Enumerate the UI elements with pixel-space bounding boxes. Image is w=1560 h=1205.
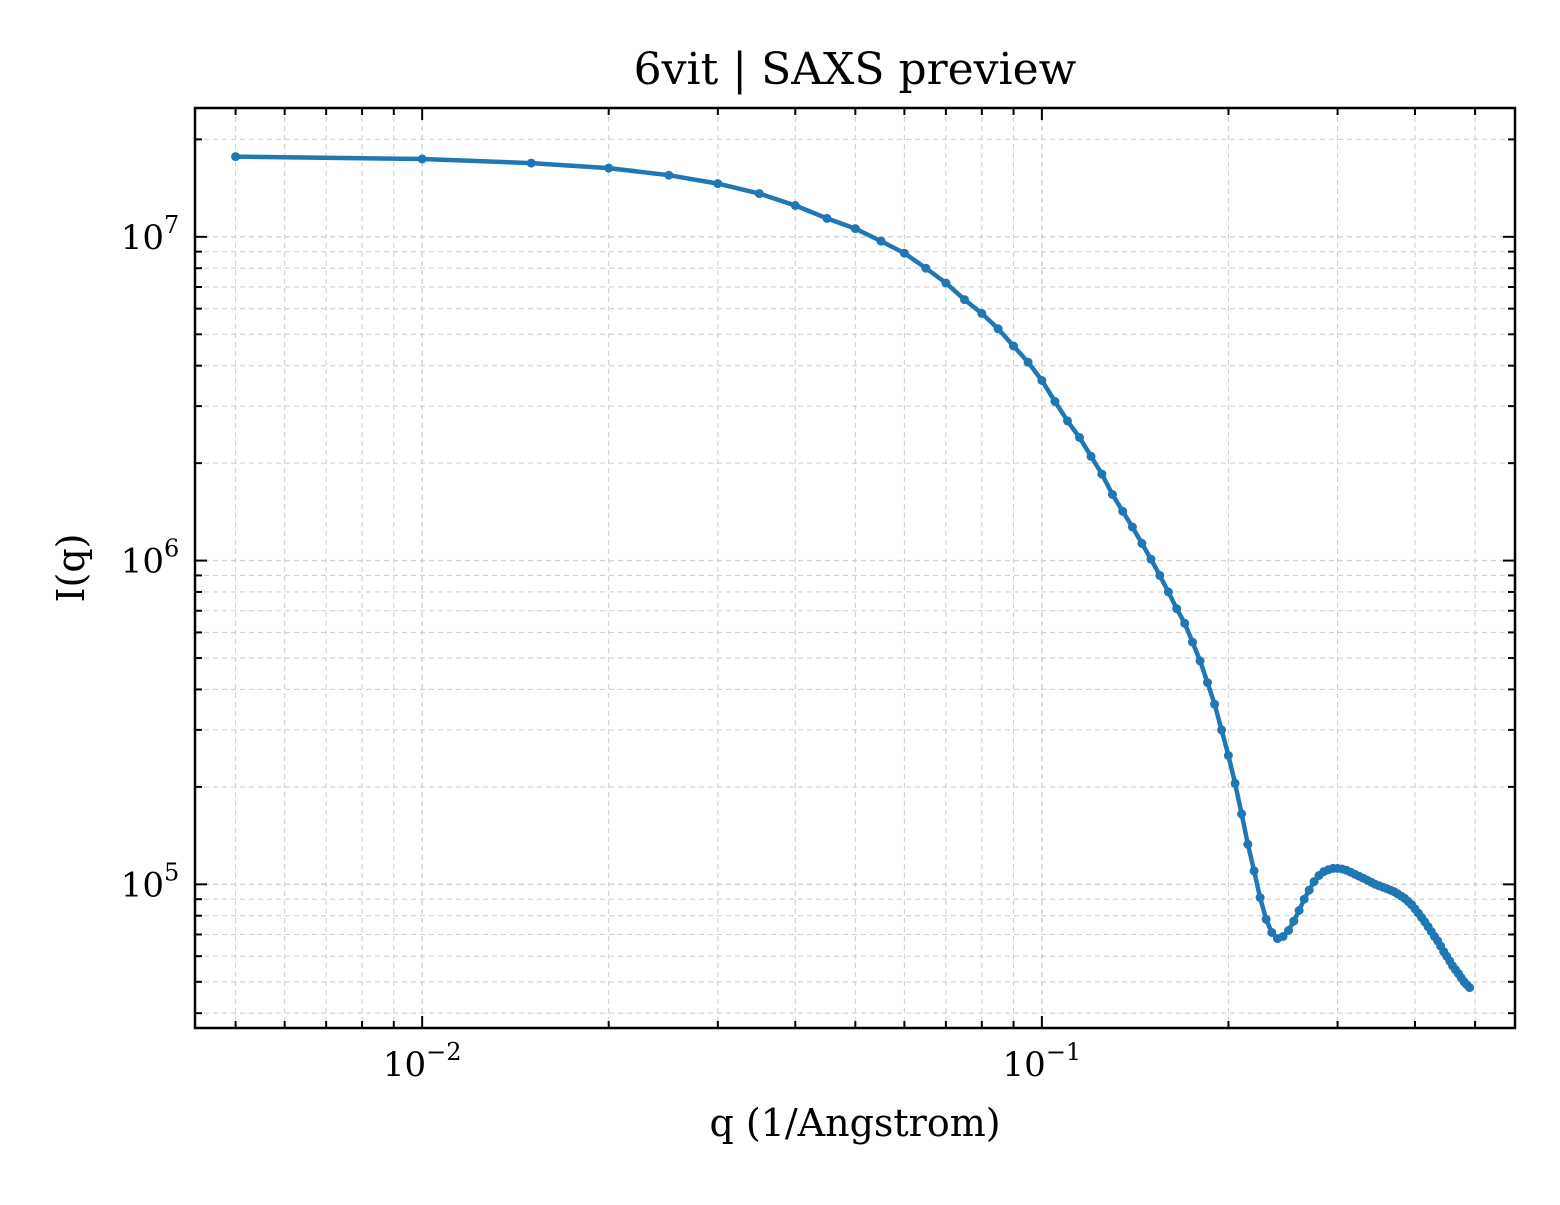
data-point xyxy=(1210,699,1220,709)
data-point xyxy=(713,179,723,189)
grid-layer xyxy=(195,108,1515,1028)
data-point xyxy=(1163,587,1173,597)
data-point xyxy=(1146,554,1156,564)
plot-frame xyxy=(193,106,1517,1030)
y-tick-label: 107 xyxy=(121,211,180,258)
data-point xyxy=(1289,916,1299,926)
data-point xyxy=(1267,928,1277,937)
data-point xyxy=(1023,357,1033,367)
data-point xyxy=(1155,570,1165,580)
y-axis-label: I(q) xyxy=(49,534,93,603)
tick-layer: 10−2 10−1 105 106 107 xyxy=(121,108,1515,1085)
data-point xyxy=(876,236,886,246)
x-tick-label: 10−1 xyxy=(1003,1038,1082,1085)
data-point xyxy=(664,170,674,180)
data-point xyxy=(1009,341,1018,351)
data-point xyxy=(921,263,931,273)
data-point xyxy=(790,201,800,210)
data-point xyxy=(1172,604,1182,614)
data-point xyxy=(1278,932,1288,941)
data-point xyxy=(1465,983,1475,993)
data-point xyxy=(1075,433,1084,442)
data-point xyxy=(1188,637,1197,647)
data-point xyxy=(1063,416,1072,426)
data-point xyxy=(1217,725,1227,735)
data-point xyxy=(960,295,969,305)
data-layer xyxy=(231,152,1475,993)
data-point xyxy=(1108,490,1117,499)
data-point xyxy=(1294,906,1304,915)
x-axis-label: q (1/Angstrom) xyxy=(709,1101,1000,1145)
data-point xyxy=(231,152,241,162)
data-point xyxy=(1223,751,1233,760)
data-point xyxy=(1249,866,1259,876)
data-point xyxy=(1304,885,1314,895)
data-point xyxy=(1086,451,1096,461)
data-point xyxy=(1243,839,1253,849)
data-point xyxy=(604,163,614,173)
data-point xyxy=(1137,538,1147,548)
data-point xyxy=(977,308,987,318)
y-tick-label: 106 xyxy=(121,535,180,582)
data-point xyxy=(754,189,764,199)
data-point xyxy=(1180,618,1190,628)
data-point xyxy=(941,278,951,288)
data-point xyxy=(1203,678,1212,688)
data-point xyxy=(1195,656,1205,666)
data-point xyxy=(822,213,832,223)
data-point xyxy=(1261,914,1271,924)
data-point xyxy=(899,248,909,258)
data-point xyxy=(1127,522,1137,532)
data-point xyxy=(1097,469,1107,479)
data-point xyxy=(993,324,1003,334)
data-point xyxy=(1284,926,1293,935)
data-point xyxy=(1309,877,1319,887)
data-point xyxy=(850,224,860,234)
data-point xyxy=(1037,376,1047,385)
data-point xyxy=(1255,893,1265,903)
data-point xyxy=(1230,778,1240,788)
chart-title: 6vit | SAXS preview xyxy=(634,44,1077,95)
x-tick-label: 10−2 xyxy=(383,1038,462,1085)
data-point xyxy=(526,158,536,168)
data-point xyxy=(1237,809,1247,819)
data-point xyxy=(1118,506,1128,516)
data-point xyxy=(1299,894,1309,904)
y-tick-label: 105 xyxy=(121,858,180,905)
data-point xyxy=(1050,397,1060,406)
data-point xyxy=(417,154,427,164)
